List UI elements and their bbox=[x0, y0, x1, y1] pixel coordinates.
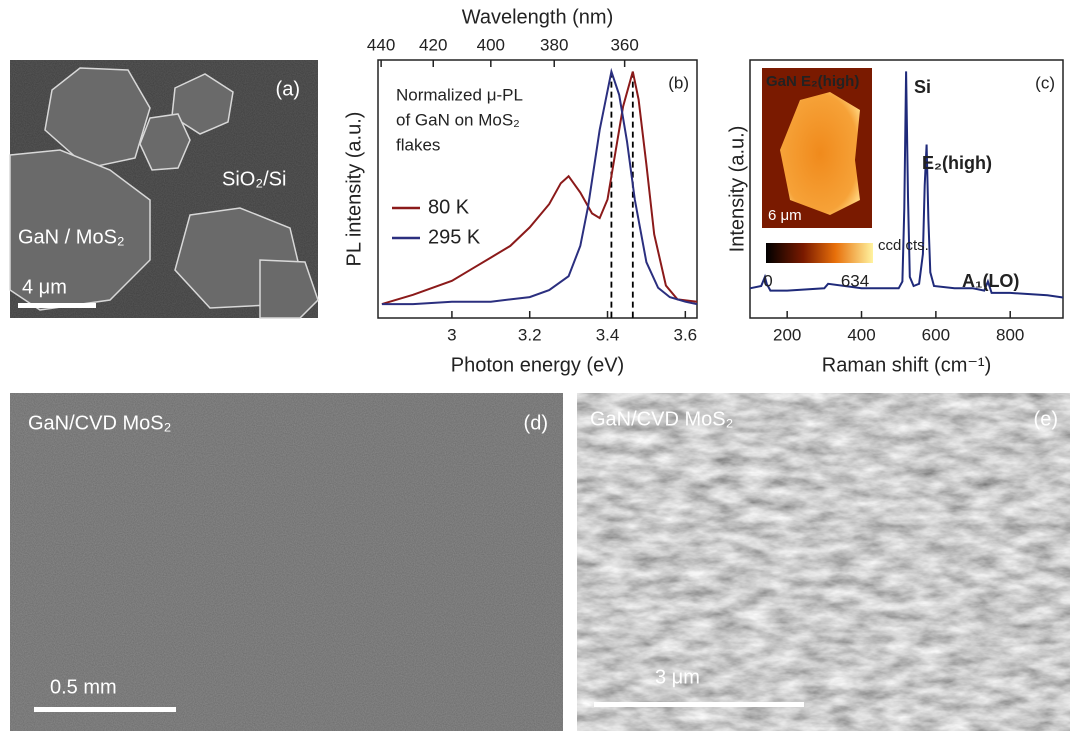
x-tick-label: 3.2 bbox=[518, 325, 542, 344]
scale-bar bbox=[18, 303, 96, 308]
x-tick-label: 3.4 bbox=[596, 325, 620, 344]
scale-bar-label: 4 μm bbox=[22, 276, 67, 298]
panel-label: (a) bbox=[276, 78, 300, 100]
colorbar-tick-label: 634 bbox=[841, 271, 869, 290]
x2-axis-label: Wavelength (nm) bbox=[462, 6, 614, 28]
x2-tick-label: 380 bbox=[540, 35, 568, 54]
x-tick-label: 200 bbox=[773, 325, 801, 344]
colorbar bbox=[766, 243, 873, 263]
substrate-label: SiO₂/Si bbox=[222, 168, 286, 190]
x-axis-label: Raman shift (cm⁻¹) bbox=[822, 354, 991, 376]
panel-label: (e) bbox=[1034, 408, 1058, 430]
x-tick-label: 3 bbox=[447, 325, 456, 344]
y-axis-label: PL intensity (a.u.) bbox=[343, 112, 365, 267]
x2-tick-label: 440 bbox=[367, 35, 395, 54]
peak-label: A₁(LO) bbox=[962, 271, 1019, 291]
inset-scale-label: 6 μm bbox=[768, 207, 802, 224]
flake-label: GaN / MoS₂ bbox=[18, 226, 125, 248]
panel-label: (b) bbox=[668, 73, 689, 92]
annotation: of GaN on MoS₂ bbox=[396, 110, 520, 129]
annotation: flakes bbox=[396, 135, 440, 154]
scale-bar-label: 3 μm bbox=[655, 666, 700, 688]
scale-bar bbox=[34, 707, 176, 712]
panel-title: GaN/CVD MoS₂ bbox=[28, 412, 171, 434]
panel-a: (a) SiO₂/Si GaN / MoS₂ 4 μm bbox=[10, 60, 318, 318]
inset-title: GaN E₂(high) bbox=[766, 73, 859, 90]
scale-bar bbox=[594, 702, 804, 707]
peak-label: Si bbox=[914, 77, 931, 97]
figure: (a) SiO₂/Si GaN / MoS₂ 4 μm GaN/CVD MoS₂… bbox=[0, 0, 1070, 731]
panel-label: (c) bbox=[1035, 73, 1055, 92]
sem-image bbox=[577, 393, 1070, 731]
panel-d: GaN/CVD MoS₂ (d) 0.5 mm bbox=[10, 393, 563, 731]
x-tick-label: 800 bbox=[996, 325, 1024, 344]
x-axis-label: Photon energy (eV) bbox=[451, 354, 624, 376]
panel-label: (d) bbox=[524, 412, 548, 434]
y-axis-label: Intensity (a.u.) bbox=[726, 126, 748, 253]
x-tick-label: 400 bbox=[847, 325, 875, 344]
colorbar-label: ccd cts. bbox=[878, 237, 929, 254]
peak-label: E₂(high) bbox=[922, 153, 992, 173]
x-tick-label: 600 bbox=[922, 325, 950, 344]
scale-bar-label: 0.5 mm bbox=[50, 676, 117, 698]
legend-label: 295 K bbox=[428, 226, 481, 248]
panel-title: GaN/CVD MoS₂ bbox=[590, 408, 733, 430]
annotation: Normalized μ-PL bbox=[396, 85, 523, 104]
x2-tick-label: 420 bbox=[419, 35, 447, 54]
x-tick-label: 3.6 bbox=[674, 325, 698, 344]
colorbar-tick-label: 0 bbox=[763, 271, 772, 290]
legend-label: 80 K bbox=[428, 196, 470, 218]
panel-e: GaN/CVD MoS₂ (e) 3 μm bbox=[577, 393, 1070, 731]
x2-tick-label: 400 bbox=[477, 35, 505, 54]
inset-scale-bar bbox=[768, 228, 792, 231]
x2-tick-label: 360 bbox=[610, 35, 638, 54]
